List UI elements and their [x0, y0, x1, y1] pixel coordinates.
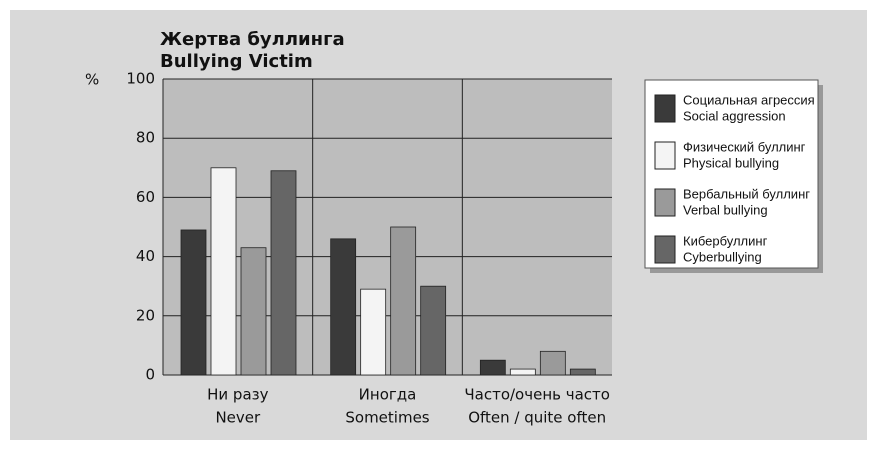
legend-swatch — [654, 235, 676, 264]
x-tick-label: Often / quite often — [468, 409, 606, 427]
x-tick-label: Never — [215, 409, 261, 427]
y-tick-label: 80 — [136, 129, 155, 147]
bar — [330, 238, 357, 376]
x-tick-label: Часто/очень часто — [464, 386, 610, 404]
legend-label: Social aggression — [683, 108, 786, 123]
y-axis-label: % — [85, 71, 99, 89]
y-tick-label: 60 — [136, 188, 155, 206]
x-tick-label: Иногда — [359, 386, 417, 404]
chart-title: Жертва буллинга — [160, 29, 345, 50]
bar — [210, 167, 237, 376]
y-tick-label: 100 — [126, 70, 155, 88]
legend-label: Вербальный буллинг — [683, 186, 810, 201]
legend-label: Verbal bullying — [683, 202, 768, 217]
bar — [360, 288, 387, 376]
legend-swatch — [654, 94, 676, 123]
legend-label: Социальная агрессия — [683, 92, 815, 107]
legend-label: Physical bullying — [683, 155, 779, 170]
x-tick-label: Sometimes — [345, 409, 429, 427]
bar — [420, 285, 447, 376]
bar — [270, 170, 297, 376]
x-tick-label: Ни разу — [207, 386, 268, 404]
bar — [240, 247, 267, 376]
y-tick-label: 0 — [145, 366, 155, 384]
y-tick-label: 20 — [136, 306, 155, 324]
bar — [390, 226, 417, 376]
legend-label: Физический буллинг — [683, 139, 806, 154]
chart-subtitle: Bullying Victim — [160, 51, 313, 72]
bar — [180, 229, 207, 376]
legend-swatch — [654, 141, 676, 170]
y-tick-label: 40 — [136, 247, 155, 265]
legend-swatch — [654, 188, 676, 217]
plot-area — [163, 79, 612, 375]
bar — [479, 359, 506, 376]
legend-label: Кибербуллинг — [683, 233, 768, 248]
bar — [539, 350, 566, 376]
bar — [509, 368, 536, 376]
bar — [569, 368, 596, 376]
legend-label: Cyberbullying — [683, 249, 762, 264]
